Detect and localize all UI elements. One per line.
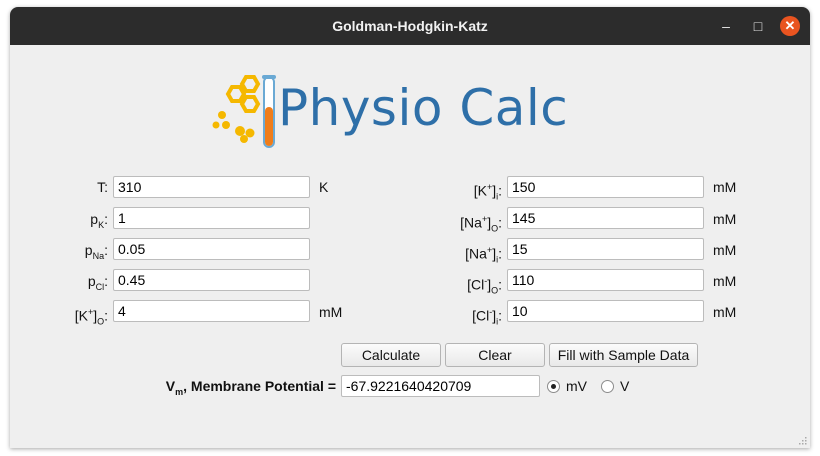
k-out-label: [K+]O: [74,307,108,327]
physio-calc-logo: Physio Calc [210,73,590,155]
maximize-button[interactable]: □ [753,18,763,34]
unit-mv-label: mV [566,378,587,394]
na-out-input[interactable] [507,207,704,229]
fill-sample-data-button[interactable]: Fill with Sample Data [549,343,698,367]
unit-v-label: V [620,378,630,394]
close-button[interactable]: ✕ [780,16,800,36]
hexagon-molecules-test-tube-icon [212,75,276,148]
pk-input[interactable] [113,207,310,229]
k-in-label: [K+]i: [473,182,502,202]
pna-label: pNa: [84,242,108,261]
logo-text: Physio Calc [278,79,569,137]
clear-button[interactable]: Clear [445,343,545,367]
window-title: Goldman-Hodgkin-Katz [332,18,488,34]
cl-in-input[interactable] [507,300,704,322]
temperature-unit: K [319,179,329,195]
membrane-potential-label: Vm, Membrane Potential = [165,378,336,397]
unit-mv-radio[interactable] [547,380,560,393]
cl-in-unit: mM [713,304,737,320]
cl-out-unit: mM [713,273,737,289]
pcl-input[interactable] [113,269,310,291]
k-in-unit: mM [713,179,737,195]
na-out-unit: mM [713,211,737,227]
unit-v-radio[interactable] [601,380,614,393]
pk-label: pK: [90,211,108,230]
cl-in-label: [Cl-]i: [472,307,502,327]
temperature-input[interactable] [113,176,310,198]
na-in-label: [Na+]i: [465,245,502,265]
na-out-label: [Na+]O: [460,214,502,234]
na-in-input[interactable] [507,238,704,260]
pcl-label: pCl: [87,273,108,292]
k-out-unit: mM [319,304,343,320]
membrane-potential-output[interactable] [341,375,540,397]
calculate-button[interactable]: Calculate [341,343,441,367]
na-in-unit: mM [713,242,737,258]
resize-grip-icon[interactable] [797,435,807,445]
pna-input[interactable] [113,238,310,260]
title-bar[interactable]: Goldman-Hodgkin-Katz – □ ✕ [10,7,810,45]
k-out-input[interactable] [113,300,310,322]
temperature-label: T: [97,179,108,195]
k-in-input[interactable] [507,176,704,198]
cl-out-input[interactable] [507,269,704,291]
app-window: Goldman-Hodgkin-Katz – □ ✕ Physio Calc T… [10,7,810,448]
cl-out-label: [Cl-]O: [467,276,502,296]
minimize-button[interactable]: – [722,18,730,34]
